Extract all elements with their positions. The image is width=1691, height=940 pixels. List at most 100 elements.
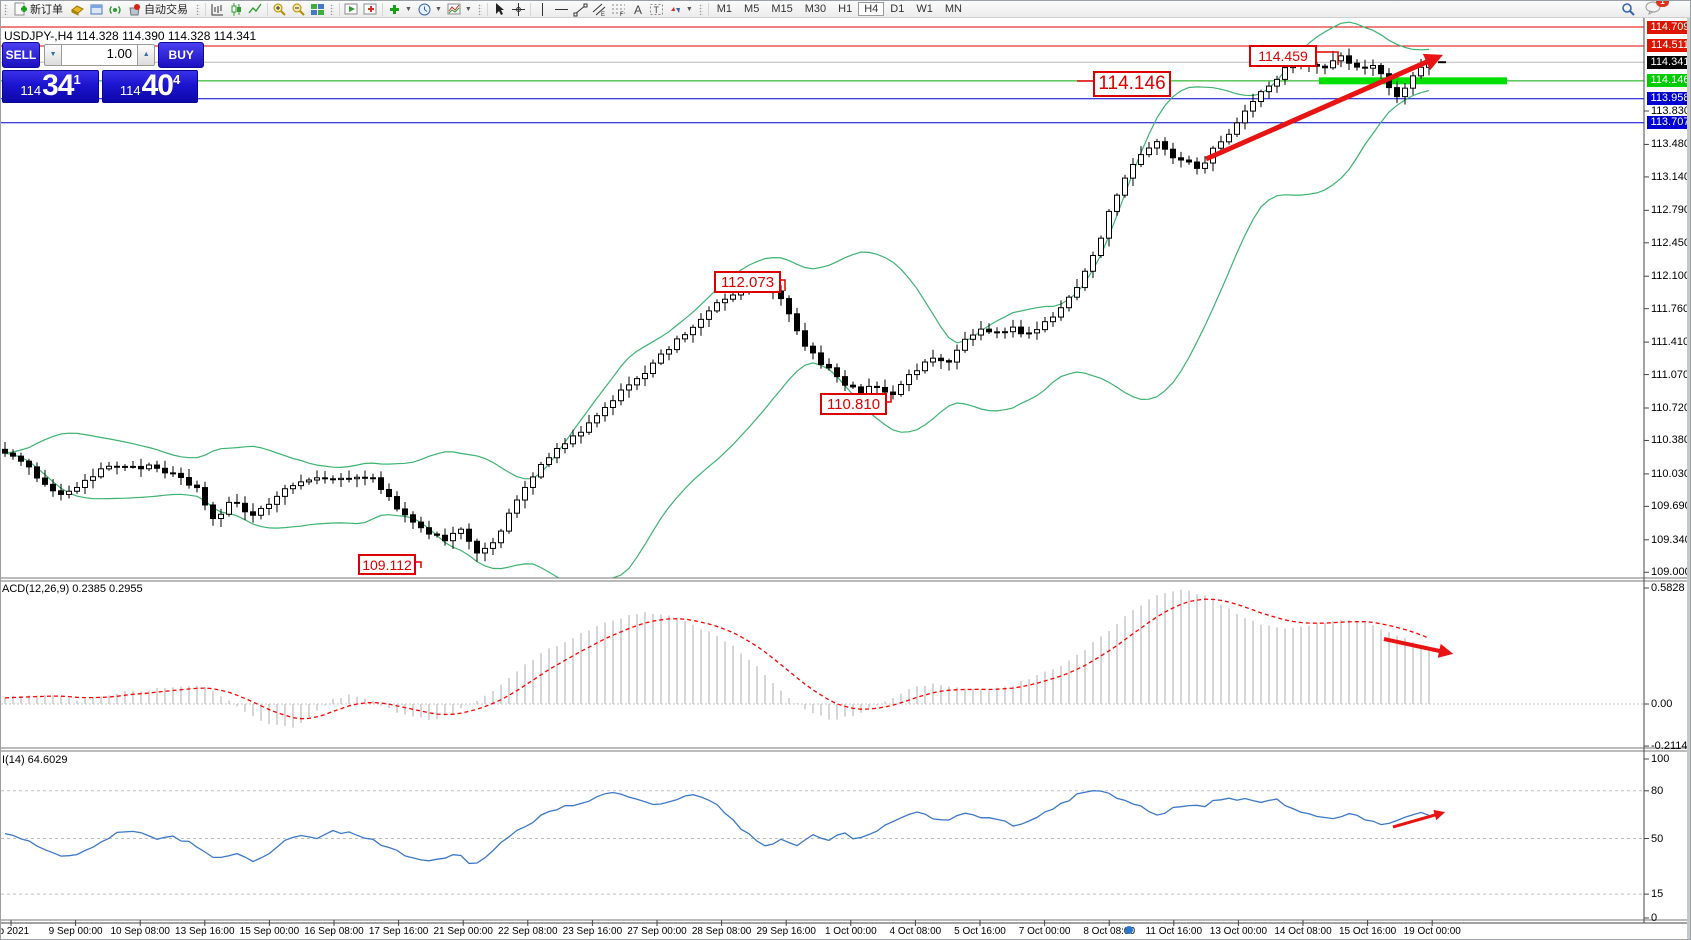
indicator-window-button[interactable] [342,2,361,17]
fibonacci-tool-button[interactable]: F [609,2,628,17]
group-handle[interactable] [698,3,703,15]
price-tick: 112.450 [1651,236,1690,249]
indicator-window-add-button[interactable] [361,2,380,17]
arrows-tool-button[interactable]: ▼ [666,2,696,17]
trendline-icon [572,2,589,16]
price-tick: 110.030 [1651,467,1690,480]
time-label: 27 Sep 00:00 [627,926,687,937]
navigator-button[interactable] [106,2,125,17]
vertical-line-icon [534,2,551,16]
template-button[interactable]: ▼ [445,2,475,17]
text-a-icon: A [629,2,646,17]
group-handle[interactable] [196,3,200,15]
search-icon[interactable] [1620,2,1637,16]
volume-increase-button[interactable]: ▲ [136,43,156,66]
arrows-icon [667,2,684,16]
time-label: 29 Sep 16:00 [756,926,816,937]
trend-arrow [1204,53,1443,162]
timeframe-d1[interactable]: D1 [890,3,905,15]
autotrade-button[interactable]: 自动交易 [125,2,193,17]
tile-windows-button[interactable] [308,2,327,17]
price-annotation-110.810[interactable]: 110.810 [820,393,887,415]
price-tick: 109.000 [1651,566,1691,579]
dropdown-arrow-icon: ▼ [405,5,412,13]
sell-price-pip: 1 [73,72,81,87]
data-window-button[interactable] [87,2,106,17]
zoom-in-button[interactable] [270,2,289,17]
toolbar-drag-handle[interactable] [4,3,8,15]
timeframe-h4[interactable]: H4 [858,2,885,16]
main-toolbar: 新订单 自动交易 [1,1,1690,18]
zoom-out-button[interactable] [289,2,308,17]
timeframe-h1[interactable]: H1 [838,3,853,15]
sell-button[interactable]: SELL [2,41,40,68]
price-annotation-109.112[interactable]: 109.112 [358,554,416,575]
template-icon [446,2,463,16]
price-tick: 109.340 [1651,533,1691,546]
fibonacci-icon: F [610,2,627,17]
cursor-icon [491,2,508,16]
buy-quote-button[interactable]: 114 40 4 [102,70,198,103]
timeframe-w1[interactable]: W1 [916,3,933,15]
price-annotation-112.073[interactable]: 112.073 [714,271,781,293]
window-right-edge [1687,1,1690,939]
cursor-tool-button[interactable] [490,2,509,17]
toolbar-right: 1 [1620,1,1669,18]
macd-axis-0.00: 0.00 [1651,698,1673,710]
price-tick: 113.480 [1651,138,1690,151]
tile-windows-icon [309,2,326,16]
timeframe-m5[interactable]: M5 [744,3,760,15]
horizontal-line-tool-button[interactable] [552,2,571,17]
line-chart-mode-button[interactable] [246,2,265,17]
time-label: 5 Oct 16:00 [954,926,1006,937]
separator [486,2,488,16]
candlestick-mode-button[interactable] [227,2,246,17]
data-window-icon [88,2,105,16]
price-annotation-114.459[interactable]: 114.459 [1249,45,1317,67]
vertical-line-tool-button[interactable] [533,2,552,17]
rsi-axis-0: 0 [1651,912,1658,924]
period-button[interactable]: ▼ [415,2,445,17]
svg-text:E: E [601,12,605,17]
time-label: 8 Oct 08:00 [1083,926,1136,937]
time-label: 13 Oct 00:00 [1209,926,1268,937]
buy-button[interactable]: BUY [158,41,204,68]
group-handle[interactable] [477,3,482,15]
trend-arrow [1392,809,1446,829]
separator [707,2,709,16]
new-order-button[interactable]: 新订单 [11,2,68,17]
timeframe-mn[interactable]: MN [944,3,962,15]
sell-price-prefix: 114 [20,83,42,98]
price-annotation-114.146[interactable]: 114.146 [1093,71,1171,97]
timeframe-bar: M1 M5 M15 M30 H1 H4 D1 W1 MN [711,2,968,16]
crosshair-tool-button[interactable] [509,2,528,17]
bollinger-upper-band [4,21,1430,480]
price-badge-114.511: 114.511 [1647,39,1690,53]
time-label: 7 Oct 00:00 [1018,926,1071,937]
macd-signal-line [4,598,1430,720]
time-label: 1 Oct 00:00 [824,926,877,937]
sell-quote-button[interactable]: 114 34 1 [2,70,99,103]
volume-decrease-button[interactable]: ▼ [43,43,63,66]
channel-tool-button[interactable]: E [590,2,609,17]
chat-button[interactable]: 1 [1645,1,1669,18]
timeframe-m1[interactable]: M1 [716,3,733,15]
group-handle[interactable] [330,3,334,15]
bar-chart-mode-button[interactable] [208,2,227,17]
text-tool-button[interactable]: A [628,2,647,17]
label-tool-button[interactable]: T [647,2,666,17]
chart-play-icon [343,2,360,16]
trendline-tool-button[interactable] [571,2,590,17]
autotrade-label: 自动交易 [144,4,188,16]
price-tick: 113.830 [1651,105,1690,117]
add-indicator-button[interactable]: ▼ [385,2,415,17]
volume-input[interactable]: 1.00 [62,43,137,66]
svg-text:F: F [620,12,624,17]
timeframe-m30[interactable]: M30 [804,3,827,15]
timeframe-m15[interactable]: M15 [771,3,793,15]
dropdown-arrow-icon: ▼ [464,5,472,13]
market-watch-button[interactable] [68,2,87,17]
price-tick: 111.070 [1651,368,1690,381]
